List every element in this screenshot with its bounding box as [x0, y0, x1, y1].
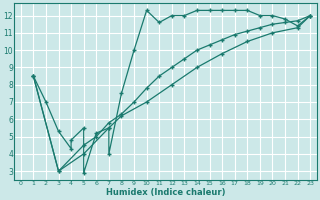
- X-axis label: Humidex (Indice chaleur): Humidex (Indice chaleur): [106, 188, 225, 197]
